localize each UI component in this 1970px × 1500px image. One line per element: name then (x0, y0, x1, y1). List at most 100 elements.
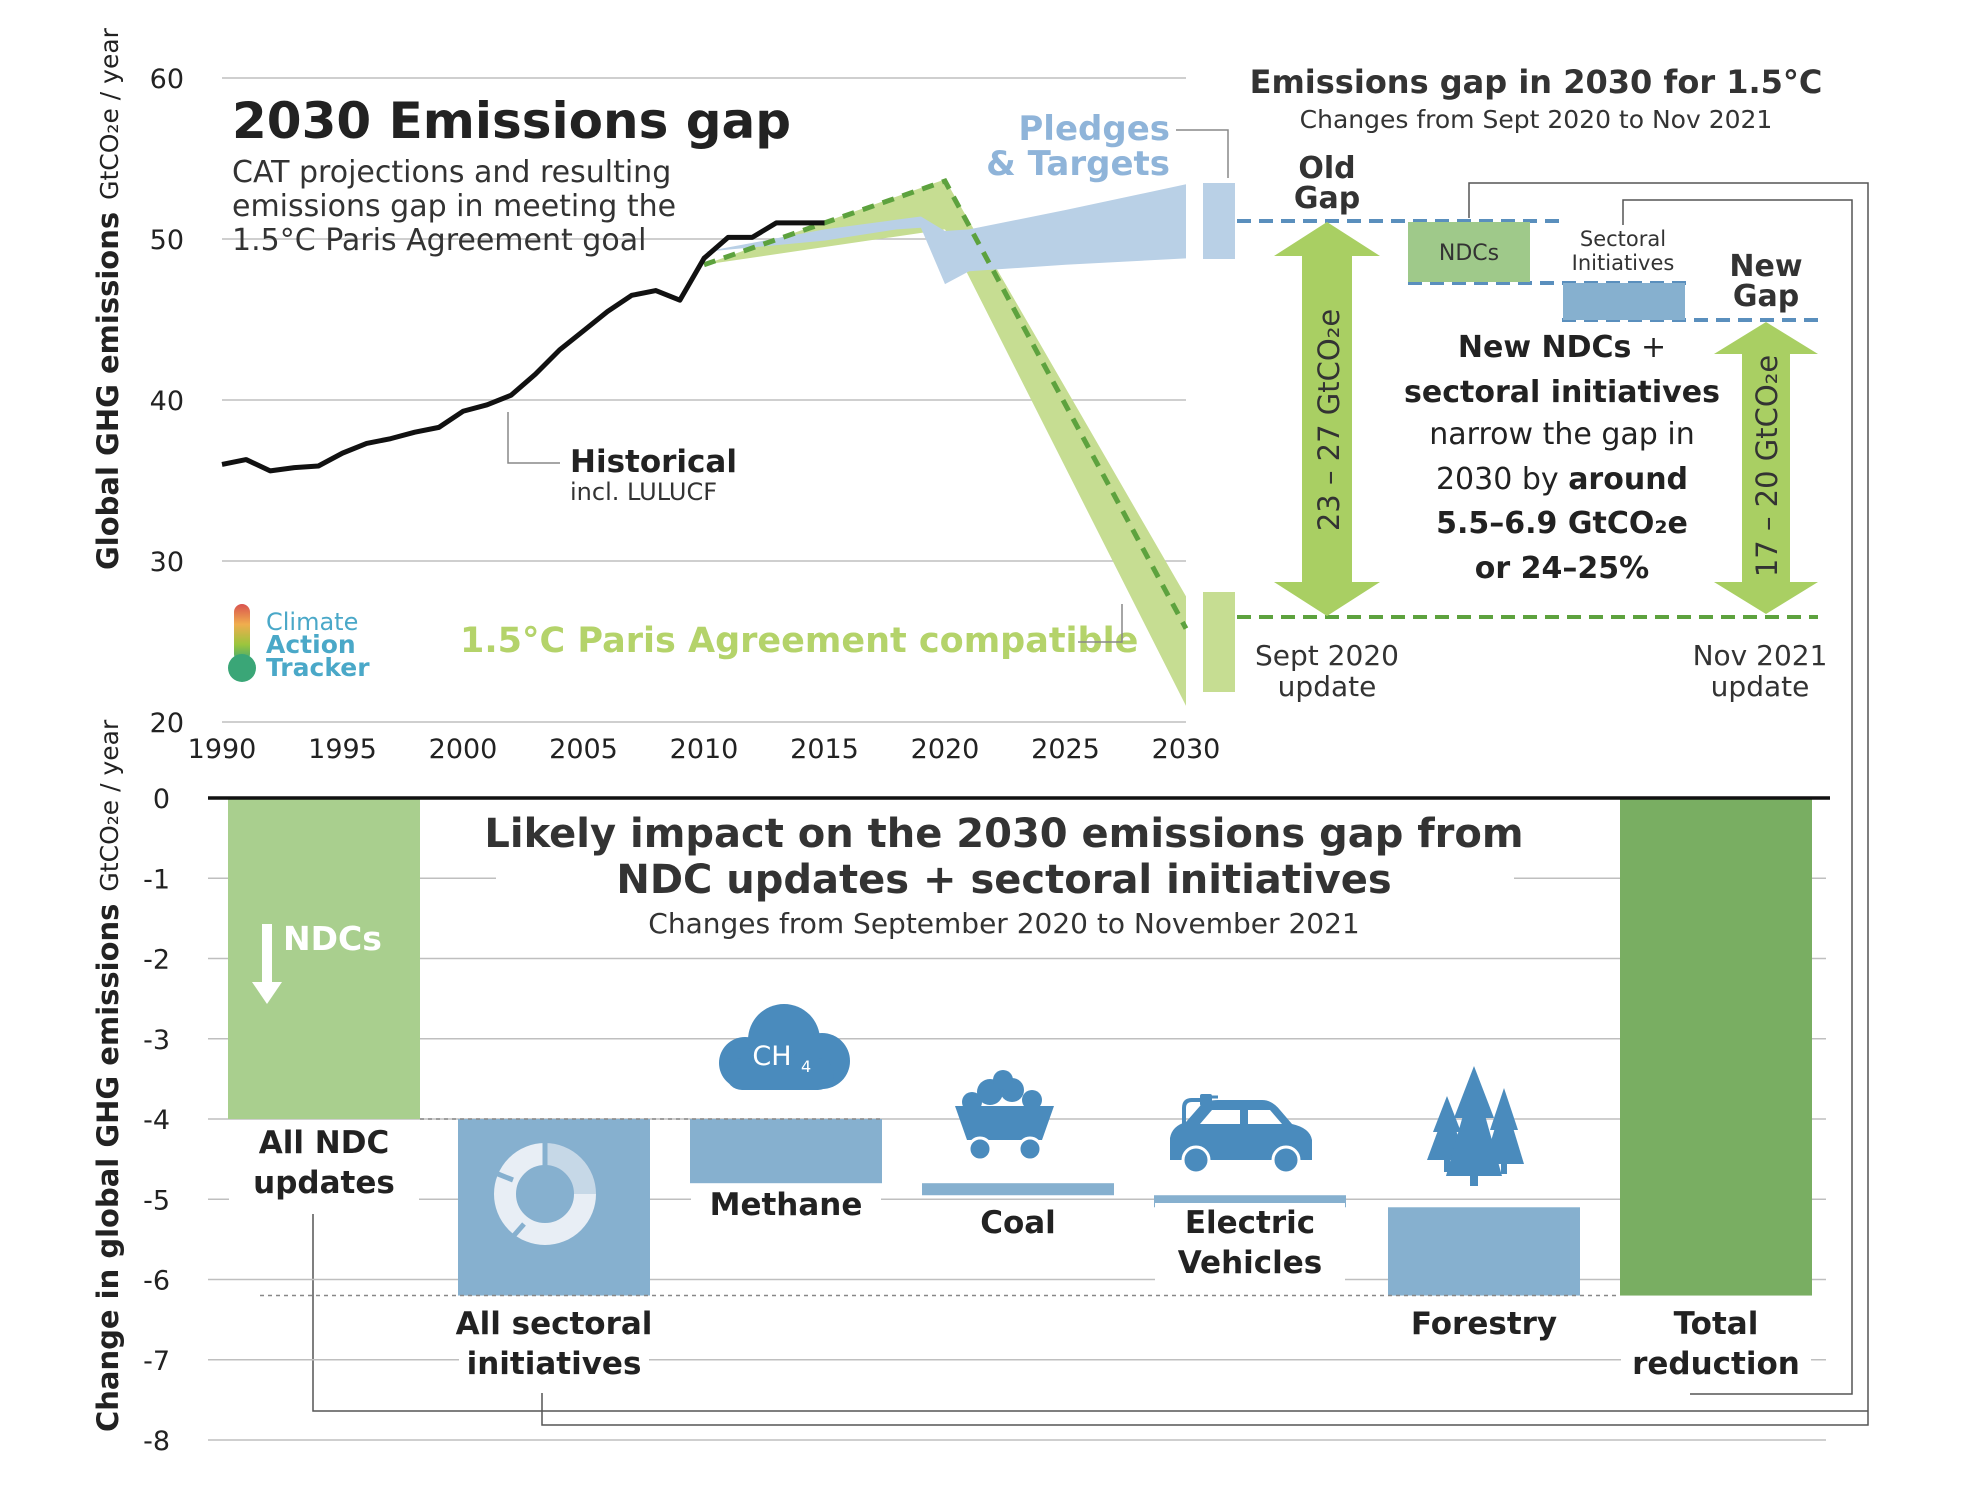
coal-cart-icon (955, 1070, 1054, 1162)
top-x-axis-ticks: 1990 1995 2000 2005 2010 2015 2020 2025 2030 (188, 734, 1221, 765)
top-x-tick-label: 1990 (188, 734, 257, 765)
top-x-tick-label: 2025 (1031, 734, 1100, 765)
gap-summary-line: New NDCs + (1458, 330, 1666, 365)
new-gap-double-arrow (1714, 322, 1818, 614)
top-y-tick-label: 30 (150, 547, 184, 578)
old-gap-value: 23 – 27 GtCO₂e (1312, 309, 1346, 531)
waterfall-bar-label: Electric Vehicles (1178, 1205, 1323, 1281)
pledges-2030-range (1203, 183, 1235, 259)
bar-label-background (459, 1304, 649, 1342)
bar-label-background (229, 1123, 419, 1161)
logo-text-2: Action (266, 630, 356, 659)
logo-text-3: Tracker (266, 653, 370, 682)
new-gap-value: 17 – 20 GtCO₂e (1750, 355, 1784, 577)
svg-text:4: 4 (801, 1057, 811, 1076)
bottom-chart-subtitle: Changes from September 2020 to November … (648, 907, 1359, 940)
top-y-tick-label: 50 (150, 225, 184, 256)
old-gap-double-arrow (1274, 222, 1380, 616)
ndcs-box (1408, 222, 1530, 282)
bar-label-background (923, 1203, 1113, 1241)
waterfall-bar-label: Coal (980, 1205, 1056, 1241)
bar-label-background (1389, 1304, 1579, 1342)
ndcs-box-label: NDCs (1439, 241, 1499, 266)
historical-note: incl. LULUCF (570, 478, 717, 506)
historical-leader-line (507, 412, 560, 464)
waterfall-bar-label: All sectoral initiatives (456, 1306, 653, 1382)
waterfall-bar (228, 798, 420, 1119)
svg-text:CH: CH (752, 1041, 791, 1072)
bar-label-background (1155, 1243, 1345, 1281)
pledges-label-line2: & Targets (986, 144, 1170, 184)
new-gap-label-2: Gap (1733, 279, 1799, 314)
waterfall-bar (922, 1183, 1114, 1196)
top-y-tick-label: 20 (150, 708, 184, 739)
ndc-down-arrow-icon (252, 924, 282, 1004)
sectoral-initiatives-box (1563, 283, 1685, 320)
bottom-y-tick-label: -3 (143, 1025, 170, 1056)
bottom-chart-bars (208, 796, 1830, 1297)
sept-2020-label-2: update (1278, 670, 1377, 703)
bottom-y-tick-label: -8 (143, 1426, 170, 1457)
bottom-bar-labels: All NDC updates All sectoral initiatives Met… (229, 1123, 1811, 1382)
top-chart-title: 2030 Emissions gap (232, 92, 791, 150)
pledges-label-line1: Pledges (1018, 109, 1170, 149)
electric-car-icon (1170, 1094, 1312, 1175)
bottom-chart-gridlines (208, 877, 1826, 1441)
gap-diagram-subtitle: Changes from Sept 2020 to Nov 2021 (1300, 105, 1773, 134)
waterfall-bar (690, 1119, 882, 1184)
top-y-axis-ticks: 20 30 40 50 60 (150, 64, 184, 739)
top-x-tick-label: 2010 (670, 734, 739, 765)
pledges-targets-band (704, 184, 1186, 285)
historical-line (221, 220, 825, 474)
sept-2020-label-1: Sept 2020 (1255, 639, 1399, 672)
ndc-bar-text: NDCs (283, 919, 382, 958)
gap-summary-text: New NDCs + sectoral initiatives narrow the… (1404, 330, 1720, 586)
gap-summary-line: narrow the gap in (1429, 417, 1694, 452)
bottom-y-axis-label: Change in global GHG emissionsGtCO₂e / y… (91, 719, 125, 1432)
paris-label: 1.5°C Paris Agreement compatible (460, 621, 1138, 661)
gap-diagram-title: Emissions gap in 2030 for 1.5°C (1250, 63, 1823, 101)
waterfall-bar-label: All NDC updates (253, 1125, 395, 1201)
sectoral-label-2: Initiatives (1572, 251, 1675, 275)
bottom-y-tick-label: -6 (143, 1266, 170, 1297)
logo-text-1: Climate (266, 608, 358, 636)
waterfall-bar (1388, 1207, 1580, 1296)
waterfall-bar (1620, 798, 1812, 1296)
top-y-tick-label: 60 (150, 64, 184, 95)
top-x-tick-label: 2020 (911, 734, 980, 765)
waterfall-bar-label: Forestry (1411, 1306, 1557, 1342)
waterfall-bar-label: Methane (710, 1187, 863, 1223)
bottom-chart-title-2: NDC updates + sectoral initiatives (616, 857, 1391, 903)
old-gap-label-2: Gap (1294, 181, 1360, 216)
paris-compatible-band (704, 179, 1186, 706)
bar-label-background (459, 1344, 649, 1382)
top-chart-subtitle-1: CAT projections and resulting (232, 155, 671, 190)
thermometer-bulb-icon (228, 654, 256, 682)
bar-label-background (1621, 1304, 1811, 1342)
sectoral-label-1: Sectoral (1580, 227, 1666, 251)
bar-label-background (229, 1163, 419, 1201)
gap-summary-line: or 24–25% (1475, 551, 1649, 586)
top-chart-subtitle-2: emissions gap in meeting the (232, 189, 676, 224)
bottom-y-tick-label: -4 (143, 1105, 170, 1136)
nov-2021-label-2: update (1711, 670, 1810, 703)
ndcs-connector-line (541, 182, 1869, 1426)
gap-summary-line: 2030 by around (1436, 462, 1688, 497)
gap-summary-line: 5.5–6.9 GtCO₂e (1436, 506, 1688, 541)
climate-action-tracker-logo: Climate Action Tracker (228, 604, 370, 682)
bottom-chart-title-1: Likely impact on the 2030 emissions gap … (484, 811, 1523, 857)
top-x-tick-label: 2005 (549, 734, 618, 765)
historical-label: Historical (570, 444, 737, 480)
bar-label-background (691, 1185, 881, 1223)
bottom-y-tick-label: -2 (143, 945, 170, 976)
donut-chart-icon (492, 1142, 597, 1245)
bar-label-background (1621, 1344, 1811, 1382)
bottom-title-background (496, 808, 1514, 954)
methane-cloud-icon: CH 4 (719, 1004, 850, 1090)
top-chart-series (221, 177, 1189, 706)
sectoral-connector-line (1622, 199, 1853, 1395)
paris-leader-line (1078, 604, 1123, 643)
top-x-tick-label: 2000 (429, 734, 498, 765)
waterfall-bar-label: Total reduction (1632, 1306, 1800, 1382)
